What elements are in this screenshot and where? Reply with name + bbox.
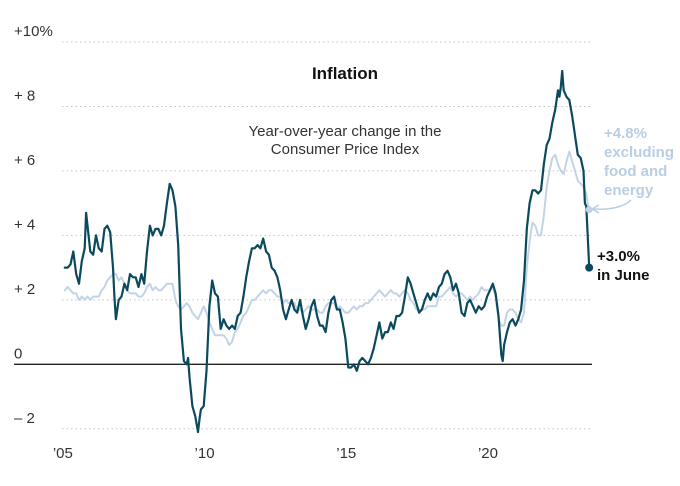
y-tick-label: + 4 — [14, 216, 35, 233]
chart-title: Inflation — [312, 64, 378, 83]
series-lines — [63, 69, 594, 434]
y-tick-label: + 8 — [14, 87, 35, 104]
series-line-core — [63, 150, 591, 346]
core-annotation-arrow — [593, 199, 632, 210]
core-annotation-arrowhead — [590, 204, 600, 214]
all-items-label-line-2: in June — [597, 267, 650, 284]
x-tick-label: ’05 — [53, 445, 73, 462]
series-line-all-items — [63, 69, 591, 434]
gridlines — [14, 41, 592, 430]
y-tick-label: + 2 — [14, 281, 35, 298]
chart-subtitle-line-2: Consumer Price Index — [271, 141, 420, 158]
x-tick-label: ’15 — [336, 445, 356, 462]
all-items-end-point — [585, 263, 594, 272]
y-tick-label: – 2 — [14, 410, 35, 427]
y-tick-label: 0 — [14, 345, 22, 362]
chart-subtitle-line-1: Year-over-year change in the — [249, 123, 442, 140]
core-label-line-1: +4.8% — [604, 125, 647, 142]
core-end-point — [585, 206, 593, 214]
core-annotation: +4.8% excluding food and energy — [590, 125, 674, 214]
core-label-line-4: energy — [604, 182, 654, 199]
all-items-annotation: +3.0% in June — [597, 248, 650, 284]
y-tick-label: + 6 — [14, 152, 35, 169]
all-items-label-line-1: +3.0% — [597, 248, 640, 265]
core-label-line-3: food and — [604, 163, 667, 180]
x-tick-label: ’20 — [478, 445, 498, 462]
core-label-line-2: excluding — [604, 144, 674, 161]
x-tick-label: ’10 — [195, 445, 215, 462]
y-tick-label: +10% — [14, 23, 53, 40]
axis-labels: +10% + 8 + 6 + 4 + 2 0 – 2 ’05 ’10 ’15 ’20 — [14, 23, 498, 462]
